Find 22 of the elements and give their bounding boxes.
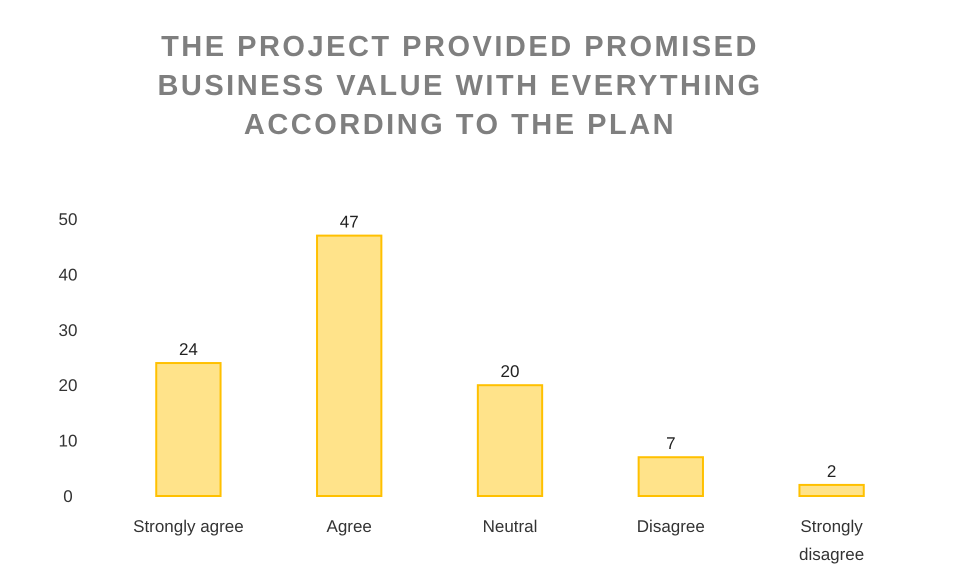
x-tick-label: Agree: [326, 517, 372, 536]
data-label: 20: [500, 362, 520, 382]
data-label: 2: [826, 462, 836, 481]
x-tick-label: Neutral: [482, 517, 538, 536]
y-tick-label: 40: [58, 265, 78, 284]
x-tick-label: Disagree: [636, 517, 705, 536]
data-label: 24: [178, 340, 198, 360]
y-tick-label: 30: [58, 320, 78, 340]
bar: [316, 234, 382, 497]
y-tick-label: 20: [58, 376, 78, 396]
x-tick-label: Strongly disagree: [798, 517, 864, 564]
chart-title: THE PROJECT PROVIDED PROMISED BUSINESS VALUE WITH EVERYTHING ACCORDING TO THE PLAN: [157, 31, 763, 141]
data-label: 47: [340, 212, 359, 232]
bar: [798, 484, 865, 497]
y-tick-label: 0: [63, 486, 73, 506]
x-tick-label: Strongly agree: [133, 517, 244, 536]
bar: [638, 456, 704, 497]
bar: [476, 384, 544, 497]
data-label: 7: [666, 434, 676, 454]
bar: [155, 362, 222, 497]
y-tick-label: 50: [58, 210, 78, 229]
y-tick-label: 10: [58, 432, 78, 451]
